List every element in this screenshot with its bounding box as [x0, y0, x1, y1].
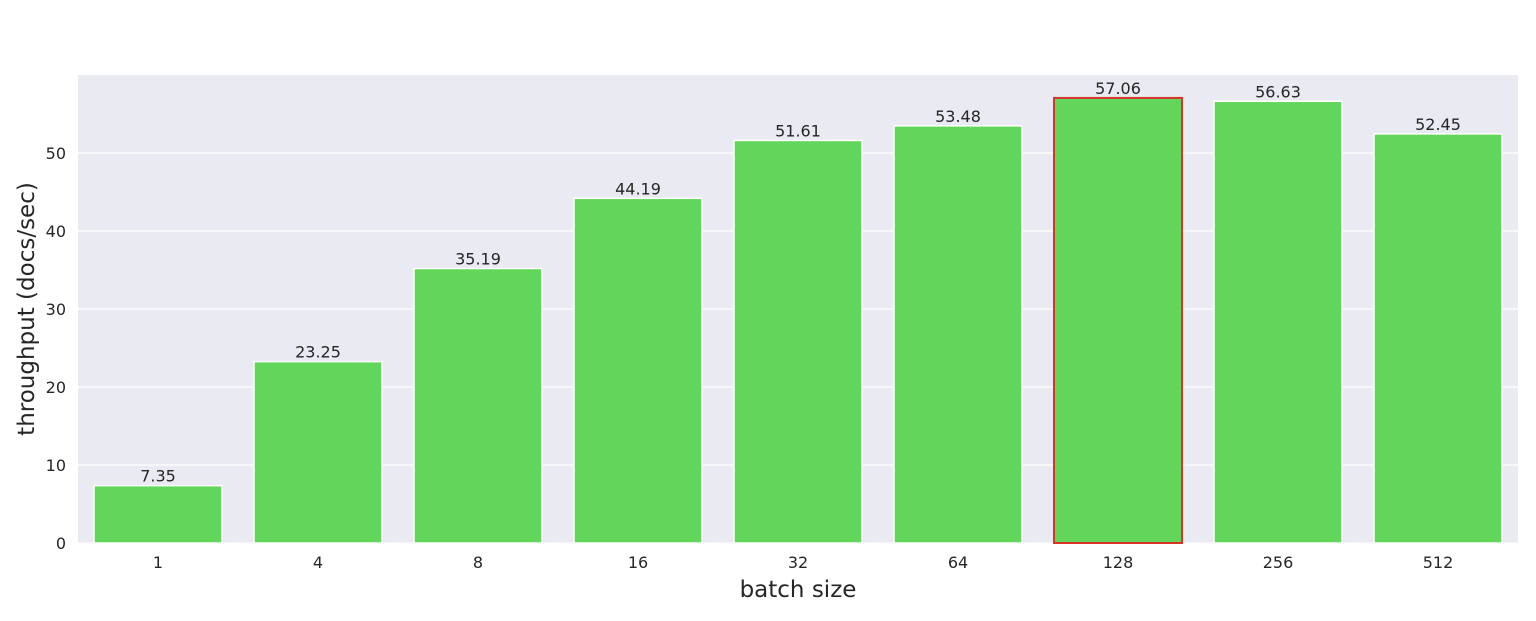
bar-512 — [1373, 133, 1503, 544]
y-tick-label: 50 — [46, 144, 66, 163]
bar-value-label: 23.25 — [295, 343, 341, 362]
x-tick-label: 512 — [1423, 553, 1454, 572]
bar-value-label: 51.61 — [775, 121, 821, 140]
x-tick-label: 1 — [153, 553, 163, 572]
bars — [93, 96, 1503, 544]
x-tick-label: 128 — [1103, 553, 1134, 572]
bar-128 — [1053, 96, 1183, 544]
y-axis-title: throughput (docs/sec) — [14, 182, 40, 436]
bar-value-label: 35.19 — [455, 250, 501, 269]
y-tick-label: 0 — [56, 534, 66, 553]
bar-32 — [733, 139, 863, 544]
y-tick-label: 30 — [46, 300, 66, 319]
y-tick-label: 20 — [46, 378, 66, 397]
x-axis-title: batch size — [740, 577, 857, 603]
x-tick-label: 64 — [948, 553, 968, 572]
x-tick-label: 16 — [628, 553, 648, 572]
bar-8 — [413, 267, 543, 544]
bar-value-label: 52.45 — [1415, 115, 1461, 134]
bar-value-label: 57.06 — [1095, 79, 1141, 98]
bar-4 — [253, 360, 383, 544]
x-tick-label: 4 — [313, 553, 323, 572]
y-tick-labels: 0 10 20 30 40 50 — [46, 144, 66, 553]
x-tick-label: 32 — [788, 553, 808, 572]
bar-256 — [1213, 100, 1343, 544]
bar-64 — [893, 125, 1023, 544]
x-tick-labels: 1 4 8 16 32 64 128 256 512 — [153, 553, 1453, 572]
x-tick-label: 8 — [473, 553, 483, 572]
y-tick-label: 40 — [46, 222, 66, 241]
bar-value-label: 56.63 — [1255, 82, 1301, 101]
data-labels: 7.35 23.25 35.19 44.19 51.61 53.48 57.06 56.63 5… — [140, 79, 1461, 486]
x-tick-label: 256 — [1263, 553, 1294, 572]
y-tick-label: 10 — [46, 456, 66, 475]
bar-value-label: 44.19 — [615, 179, 661, 198]
bar-value-label: 53.48 — [935, 107, 981, 126]
bar-16 — [573, 197, 703, 544]
bar-value-label: 7.35 — [140, 467, 176, 486]
bar-1 — [93, 484, 223, 544]
